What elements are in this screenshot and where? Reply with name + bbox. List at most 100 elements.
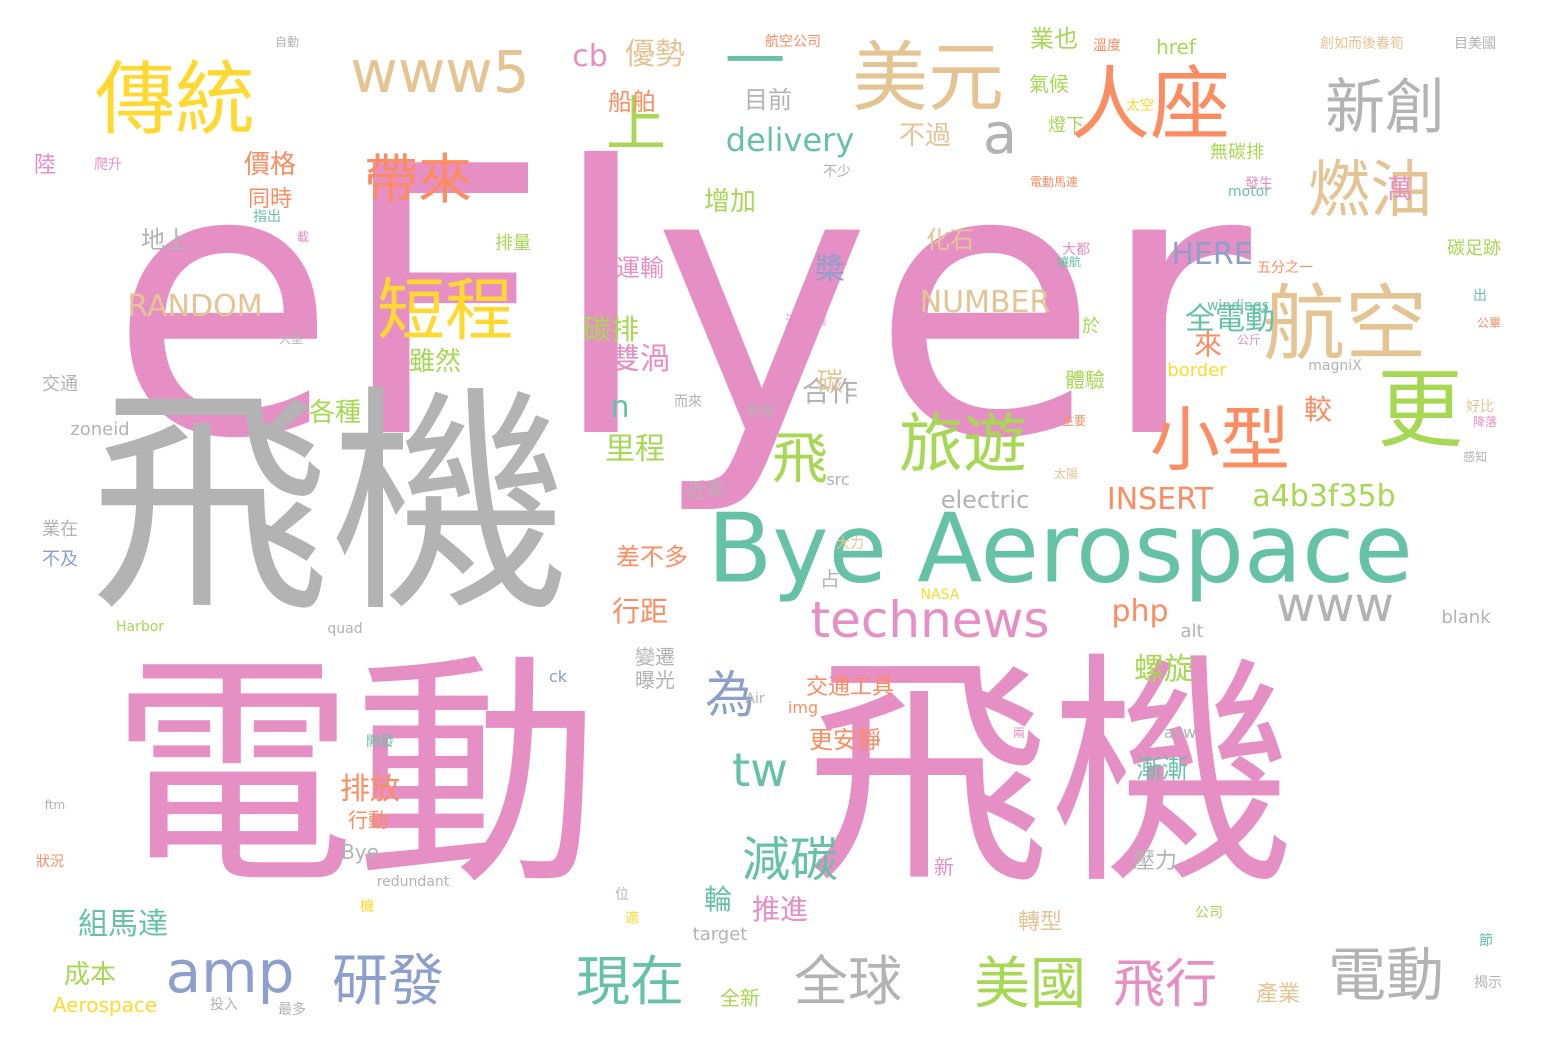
cloud-word: 碳足跡 (1447, 238, 1501, 259)
cloud-word: 螺旋 (1134, 652, 1194, 687)
cloud-word: avw (1163, 723, 1197, 742)
cloud-word: 排放 (340, 772, 400, 807)
cloud-word: 機 (360, 899, 374, 915)
cloud-word: src (826, 470, 850, 489)
cloud-word: 主要 (1061, 414, 1087, 428)
cloud-word: 排量 (495, 233, 531, 254)
cloud-word: 交通工具 (805, 675, 895, 700)
cloud-word: 上 (606, 90, 666, 160)
cloud-word: 不少 (823, 164, 851, 180)
cloud-word: 研發 (332, 949, 444, 1014)
cloud-word: cb (572, 39, 608, 74)
cloud-word: 不過 (898, 121, 952, 151)
cloud-word: 行動 (348, 808, 388, 832)
cloud-word: 新創 (1325, 73, 1445, 143)
cloud-word: tw (732, 743, 788, 797)
cloud-word: alt (1180, 621, 1204, 642)
cloud-word: 現在 (576, 950, 684, 1013)
cloud-word: 輪 (703, 883, 733, 916)
cloud-word: 兩 (1012, 726, 1026, 740)
cloud-word: 價格 (243, 150, 297, 180)
cloud-word: 感知 (1462, 450, 1488, 464)
cloud-word: 成本 (63, 960, 117, 990)
cloud-word: 傳統 (95, 53, 255, 146)
cloud-word: electric (940, 486, 1030, 514)
cloud-word: 短程 (376, 272, 514, 351)
cloud-word: img (787, 698, 819, 717)
cloud-word: 來 (1193, 328, 1223, 361)
cloud-word: 燈下 (1048, 115, 1084, 136)
cloud-word: 燃油 (1307, 153, 1433, 226)
cloud-word: 美國 (974, 952, 1086, 1017)
cloud-word: Bye Aerospace (707, 494, 1413, 605)
cloud-word: Harbor (115, 619, 165, 635)
cloud-word: technews (810, 591, 1050, 649)
cloud-word: HERE (1171, 237, 1253, 272)
cloud-word: 航空 (1262, 277, 1428, 372)
cloud-word: 全新 (720, 986, 760, 1010)
cloud-word: 壓力 (1132, 849, 1178, 874)
cloud-word: windings (1206, 298, 1270, 314)
cloud-word: 航空公司 (765, 34, 821, 50)
cloud-word: redundant (376, 874, 450, 890)
cloud-word: 載 (296, 230, 310, 244)
cloud-word: 位 (615, 887, 629, 903)
cloud-word: 大都 (1062, 242, 1090, 258)
cloud-word: 增加 (703, 187, 757, 217)
cloud-word: 創如而後春筍 (1320, 36, 1404, 52)
cloud-word: Bye (341, 840, 379, 864)
cloud-word: 節 (1479, 933, 1493, 949)
cloud-word: 於 (1082, 316, 1100, 337)
cloud-word: 萬 (1386, 175, 1414, 205)
cloud-word: NASA (920, 587, 960, 603)
cloud-word: 五分之一 (1257, 260, 1313, 276)
cloud-word: eFlyer (109, 90, 1251, 520)
cloud-word: 陸 (33, 153, 57, 178)
cloud-word: 目美國 (1454, 36, 1496, 52)
cloud-word: 大型 (278, 332, 304, 346)
cloud-word: 小型 (1150, 399, 1290, 481)
cloud-word: 公司 (1195, 905, 1223, 921)
cloud-word: 地上 (141, 226, 189, 254)
cloud-word: 自動 (274, 35, 300, 49)
cloud-word: 里程 (605, 432, 665, 467)
cloud-word: www (1276, 577, 1394, 633)
cloud-word: 為 (705, 666, 755, 724)
cloud-word: 占 (820, 567, 840, 591)
cloud-word: 人座 (1070, 58, 1230, 151)
cloud-word: 飛機 (805, 632, 1295, 918)
cloud-word: 合作 (801, 375, 859, 408)
cloud-word: Aerospace (52, 993, 158, 1017)
cloud-word: 公斤 (1236, 333, 1262, 347)
cloud-word: 更 (1377, 360, 1463, 460)
cloud-word: 爬升 (94, 157, 122, 173)
cloud-word: 電動 (110, 632, 600, 918)
cloud-word: 揭示 (1474, 975, 1502, 991)
cloud-word: 行距 (611, 595, 669, 628)
cloud-word: 狀況 (36, 854, 64, 870)
cloud-word: 全球 (794, 950, 902, 1013)
cloud-word: 同時 (247, 187, 293, 212)
cloud-word: 降落 (1472, 415, 1498, 429)
cloud-word: 新型 (747, 404, 775, 420)
cloud-word: 飛機 (89, 365, 571, 645)
cloud-word: 最多 (278, 1002, 306, 1018)
cloud-word: href (1156, 35, 1196, 59)
cloud-word: magniX (1308, 358, 1362, 374)
cloud-word: 體驗 (1065, 368, 1105, 392)
cloud-word: 太空 (1126, 98, 1154, 114)
cloud-word: 飛行 (1112, 955, 1218, 1015)
cloud-word: 而來 (674, 394, 702, 410)
cloud-word: 碳排 (582, 313, 640, 346)
cloud-word: 目前 (744, 86, 792, 114)
cloud-word: 氣候 (1029, 72, 1069, 96)
cloud-word: www5 (350, 38, 530, 106)
cloud-word: 差不多 (616, 543, 688, 571)
cloud-word: 各種 (308, 398, 362, 428)
cloud-word: 投入 (210, 997, 238, 1013)
cloud-word: amp (165, 938, 295, 1006)
cloud-word: 槳 (815, 252, 845, 287)
cloud-word: 轉型 (1017, 910, 1063, 935)
cloud-word: blank (1441, 607, 1491, 628)
cloud-word: delivery (725, 121, 855, 159)
